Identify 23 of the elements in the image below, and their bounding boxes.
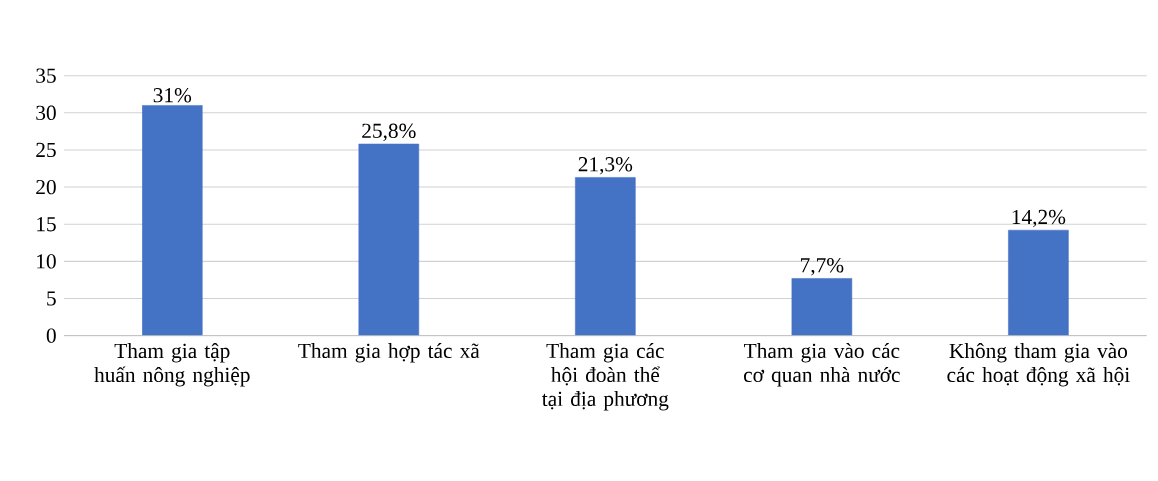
y-tick-label: 30 — [36, 105, 56, 120]
y-tick-label: 25 — [36, 142, 56, 158]
data-label: 14,2% — [1012, 209, 1066, 228]
bar — [358, 143, 420, 336]
data-label: 25,8% — [362, 123, 416, 142]
x-tick-label: Tham gia các hội đoàn thể tại địa phương — [541, 343, 669, 411]
y-tick-label: 15 — [37, 217, 56, 232]
x-tick-label: Tham gia hợp tác xã — [298, 343, 480, 363]
data-label: 21,3% — [578, 157, 633, 175]
x-tick-label: Tham gia vào các cơ quan nhà nước — [744, 343, 900, 387]
y-tick-label: 20 — [36, 179, 56, 195]
data-label: 7,7% — [801, 258, 844, 276]
bar — [1008, 229, 1069, 336]
x-tick-label: Tham gia tập huấn nông nghiệp — [94, 343, 250, 387]
y-tick-label: 35 — [36, 68, 56, 83]
y-tick-label: 5 — [47, 291, 56, 306]
data-label: 31% — [153, 87, 192, 103]
bar — [575, 177, 636, 336]
y-tick-label: 0 — [46, 328, 56, 343]
y-tick-label: 10 — [37, 254, 56, 269]
x-tick-label: Không tham gia vào các hoạt động xã hội — [947, 343, 1130, 387]
bar — [791, 278, 853, 336]
bar — [142, 105, 203, 336]
